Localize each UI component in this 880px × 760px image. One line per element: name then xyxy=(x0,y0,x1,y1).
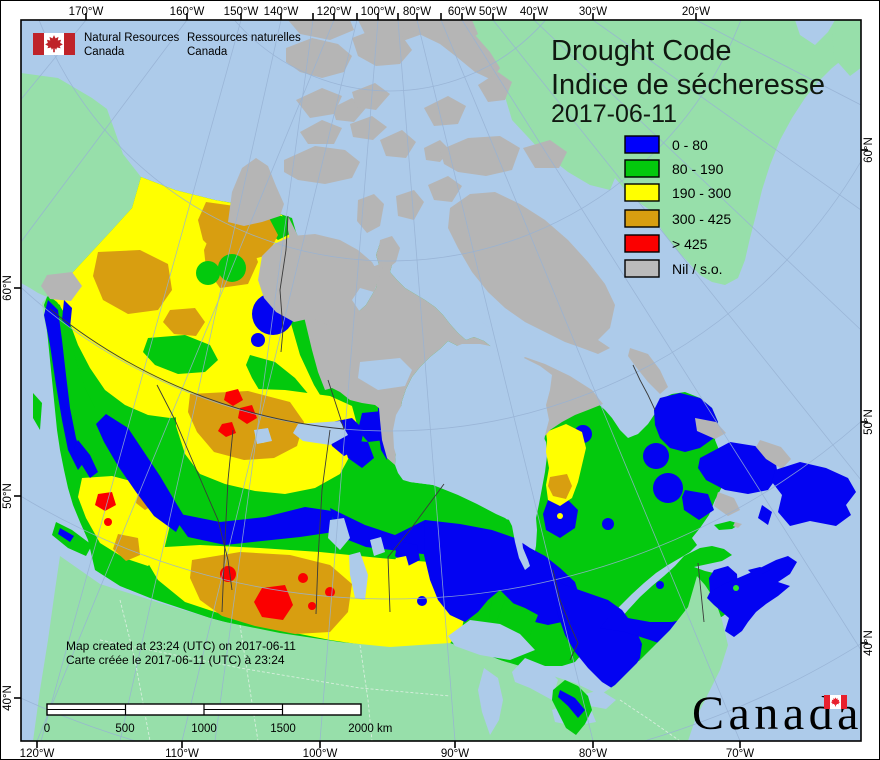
svg-text:150°W: 150°W xyxy=(224,6,259,18)
svg-text:Canada: Canada xyxy=(187,46,228,58)
svg-text:Ressources naturelles: Ressources naturelles xyxy=(187,32,301,44)
svg-text:30°W: 30°W xyxy=(579,6,607,18)
svg-text:1500: 1500 xyxy=(270,723,296,735)
svg-text:140°W: 140°W xyxy=(264,6,299,18)
svg-text:70°W: 70°W xyxy=(726,748,754,760)
svg-text:> 425: > 425 xyxy=(672,236,708,252)
svg-text:40°N: 40°N xyxy=(2,685,14,711)
svg-text:Carte créée le 2017-06-11 (UTC: Carte créée le 2017-06-11 (UTC) à 23:24 xyxy=(66,653,285,667)
svg-text:40°N: 40°N xyxy=(863,630,875,656)
svg-text:50°N: 50°N xyxy=(863,409,875,435)
svg-text:km: km xyxy=(377,723,392,735)
svg-text:80 - 190: 80 - 190 xyxy=(672,161,724,177)
svg-text:Nil / s.o.: Nil / s.o. xyxy=(672,261,723,277)
svg-text:100°W: 100°W xyxy=(303,748,338,760)
svg-text:20°W: 20°W xyxy=(682,6,710,18)
svg-text:300 - 425: 300 - 425 xyxy=(672,211,731,227)
svg-text:60°W: 60°W xyxy=(448,6,476,18)
svg-text:Map created at 23:24 (UTC) on: Map created at 23:24 (UTC) on 2017-06-11 xyxy=(66,639,296,653)
svg-text:Natural Resources: Natural Resources xyxy=(84,32,179,44)
svg-text:2017-06-11: 2017-06-11 xyxy=(551,100,677,128)
svg-text:Canada: Canada xyxy=(692,687,863,740)
svg-text:Indice de sécheresse: Indice de sécheresse xyxy=(551,69,825,101)
svg-text:120°W: 120°W xyxy=(20,748,55,760)
svg-text:190 - 300: 190 - 300 xyxy=(672,185,731,201)
svg-text:Drought Code: Drought Code xyxy=(551,35,732,67)
svg-text:80°W: 80°W xyxy=(403,6,431,18)
svg-text:40°W: 40°W xyxy=(520,6,548,18)
svg-text:90°W: 90°W xyxy=(441,748,469,760)
svg-text:120°W: 120°W xyxy=(317,6,352,18)
svg-text:1000: 1000 xyxy=(191,723,217,735)
svg-text:Canada: Canada xyxy=(84,46,125,58)
svg-text:60°N: 60°N xyxy=(863,137,875,163)
svg-text:100°W: 100°W xyxy=(361,6,396,18)
svg-text:0 - 80: 0 - 80 xyxy=(672,137,708,153)
svg-text:60°N: 60°N xyxy=(2,275,14,301)
svg-text:2000: 2000 xyxy=(348,723,374,735)
svg-text:170°W: 170°W xyxy=(69,6,104,18)
svg-text:50°W: 50°W xyxy=(479,6,507,18)
svg-text:110°W: 110°W xyxy=(165,748,199,760)
svg-text:500: 500 xyxy=(115,723,134,735)
svg-text:160°W: 160°W xyxy=(170,6,205,18)
svg-text:0: 0 xyxy=(44,723,50,735)
svg-text:50°N: 50°N xyxy=(2,483,14,509)
svg-text:80°W: 80°W xyxy=(579,748,607,760)
